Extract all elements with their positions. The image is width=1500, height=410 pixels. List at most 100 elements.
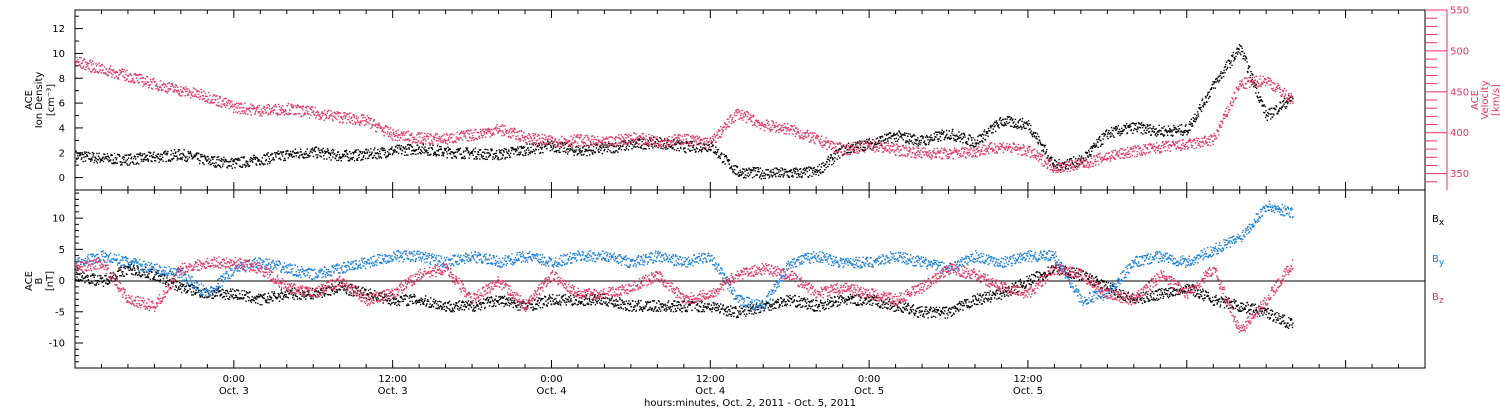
ion-density-series-point xyxy=(858,149,860,152)
ion-density-series-point xyxy=(1095,146,1097,148)
ion-density-series-point xyxy=(336,154,338,156)
velocity-series-point xyxy=(115,75,117,77)
ion-density-series-point xyxy=(518,154,521,156)
ion-density-series-point xyxy=(980,134,982,136)
ion-density-series-point xyxy=(91,151,94,154)
velocity-series-point xyxy=(204,100,206,102)
velocity-series-point xyxy=(588,146,590,148)
ion-density-series-point xyxy=(755,174,758,176)
velocity-series-point xyxy=(917,147,919,149)
ion-density-series-point xyxy=(510,149,513,152)
ion-density-series-point xyxy=(1244,55,1246,57)
ion-density-series-point xyxy=(424,146,426,148)
ion-density-series-point xyxy=(1242,55,1245,57)
ion-density-series-point xyxy=(752,166,754,169)
velocity-series-point xyxy=(444,141,447,143)
velocity-series-point xyxy=(758,122,761,124)
velocity-series-point xyxy=(611,137,614,139)
velocity-series-point xyxy=(502,130,504,132)
velocity-series-point xyxy=(548,135,550,137)
velocity-series-point xyxy=(627,143,630,145)
ion-density-series-point xyxy=(281,153,283,155)
ion-density-series-point xyxy=(238,165,241,167)
ion-density-series-point xyxy=(727,160,729,163)
ion-density-series-point xyxy=(411,146,413,148)
ion-density-series-point xyxy=(500,158,502,160)
velocity-series-point xyxy=(852,150,855,152)
ion-density-series-point xyxy=(1132,129,1135,132)
velocity-series-point xyxy=(904,147,906,150)
ion-density-series-point xyxy=(867,142,870,144)
velocity-series-point xyxy=(424,138,426,140)
ion-density-series-point xyxy=(689,150,691,152)
ion-density-series-point xyxy=(146,154,148,157)
ion-density-series-point xyxy=(739,169,741,172)
ion-density-series-point xyxy=(1163,134,1166,136)
velocity-series-point xyxy=(490,128,492,131)
ion-density-series-point xyxy=(601,142,603,145)
ion-density-series-point xyxy=(514,148,516,150)
ion-density-series-point xyxy=(446,153,449,155)
ion-density-series-point xyxy=(1106,135,1108,138)
ion-density-series-point xyxy=(586,155,588,157)
ion-density-series-point xyxy=(782,176,784,178)
ion-density-series-point xyxy=(94,159,96,161)
velocity-series-point xyxy=(867,145,870,147)
velocity-series-point xyxy=(177,89,179,91)
ion-density-series-point xyxy=(201,153,203,156)
ion-density-series-point xyxy=(1093,144,1096,146)
ion-density-series-point xyxy=(195,153,198,156)
ion-density-series-point xyxy=(1275,108,1277,111)
ion-density-series-point xyxy=(683,150,686,153)
velocity-series-point xyxy=(855,152,857,154)
ion-density-series-point xyxy=(777,169,779,171)
ion-density-series-point xyxy=(211,162,214,164)
ion-density-series-point xyxy=(1285,107,1287,110)
ion-density-series-point xyxy=(783,174,785,177)
ion-density-series-point xyxy=(885,138,887,140)
velocity-series-point xyxy=(925,151,927,153)
velocity-series-point xyxy=(582,143,585,145)
velocity-series-point xyxy=(428,142,431,144)
velocity-series-point xyxy=(641,143,644,146)
velocity-series-point xyxy=(856,150,858,153)
velocity-series-point xyxy=(352,123,354,125)
velocity-series-point xyxy=(709,137,712,139)
velocity-series-point xyxy=(750,114,752,116)
ion-density-series-point xyxy=(723,160,725,163)
velocity-series-point xyxy=(308,113,310,115)
ion-density-series-point xyxy=(816,169,818,171)
velocity-series-point xyxy=(901,144,904,147)
ion-density-series-point xyxy=(710,142,713,145)
velocity-series-point xyxy=(426,135,428,138)
ion-density-series-point xyxy=(952,134,954,136)
ion-density-series-point xyxy=(505,148,507,151)
velocity-series-point xyxy=(95,63,97,65)
velocity-series-point xyxy=(161,84,164,86)
ion-density-series-point xyxy=(125,154,128,156)
velocity-series-point xyxy=(436,137,438,139)
ion-density-series-point xyxy=(752,169,754,172)
ion-density-series-point xyxy=(472,148,475,151)
velocity-series-point xyxy=(696,143,698,145)
velocity-series-point xyxy=(681,142,683,144)
velocity-series-point xyxy=(671,140,673,142)
velocity-series-point xyxy=(848,153,851,155)
ion-density-series-point xyxy=(436,145,439,147)
velocity-series-point xyxy=(542,140,544,143)
velocity-series-point xyxy=(229,106,232,108)
ion-density-series-point xyxy=(386,156,388,158)
ion-density-series-point xyxy=(488,155,491,157)
ion-density-series-point xyxy=(1289,100,1291,102)
ion-density-series-point xyxy=(847,149,849,151)
velocity-series-point xyxy=(871,149,873,151)
velocity-series-point xyxy=(335,113,338,115)
velocity-series-point xyxy=(913,148,915,150)
ion-density-series-point xyxy=(580,152,582,154)
velocity-series-point xyxy=(487,129,489,131)
velocity-series-point xyxy=(603,143,605,145)
velocity-series-point xyxy=(421,137,424,139)
velocity-series-point xyxy=(275,106,278,108)
ion-density-series-point xyxy=(120,163,123,165)
velocity-series-point xyxy=(517,131,519,133)
